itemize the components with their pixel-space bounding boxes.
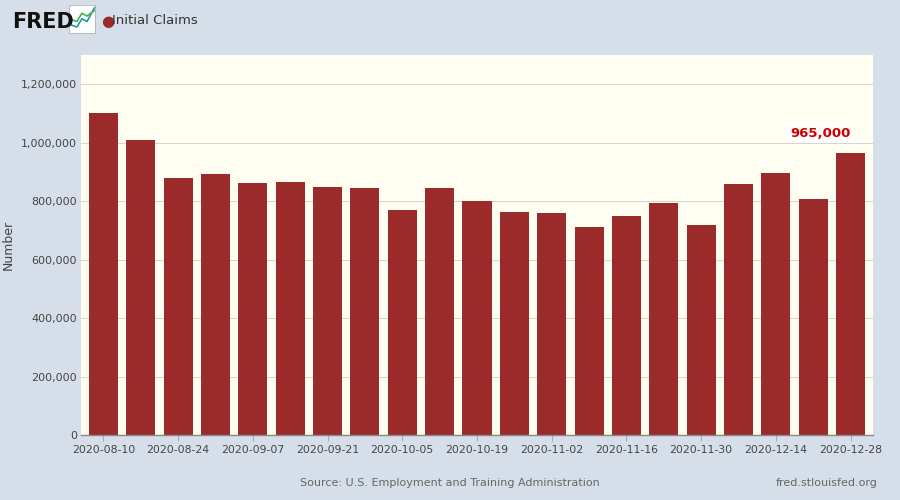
Bar (687, 224, 716, 435)
Bar (463, 201, 491, 435)
Bar (574, 227, 604, 435)
Bar (836, 153, 865, 435)
Text: Source: U.S. Employment and Training Administration: Source: U.S. Employment and Training Adm… (300, 478, 600, 488)
Text: ●: ● (101, 14, 114, 28)
Bar (89, 114, 118, 435)
Bar (275, 182, 305, 435)
Bar (313, 187, 342, 435)
Bar (612, 216, 641, 435)
Bar (425, 188, 454, 435)
Bar (649, 202, 679, 435)
Bar (761, 174, 790, 435)
Bar (798, 199, 828, 435)
Text: 965,000: 965,000 (790, 127, 850, 140)
Bar (350, 188, 380, 435)
Bar (724, 184, 753, 435)
Bar (126, 140, 156, 435)
Bar (500, 212, 529, 435)
Bar (238, 183, 267, 435)
Bar (388, 210, 417, 435)
Text: fred.stlouisfed.org: fred.stlouisfed.org (776, 478, 878, 488)
Y-axis label: Number: Number (2, 220, 15, 270)
Bar (537, 214, 566, 435)
Text: FRED: FRED (12, 12, 74, 32)
Bar (201, 174, 230, 435)
Text: Initial Claims: Initial Claims (112, 14, 198, 28)
Bar (164, 178, 193, 435)
